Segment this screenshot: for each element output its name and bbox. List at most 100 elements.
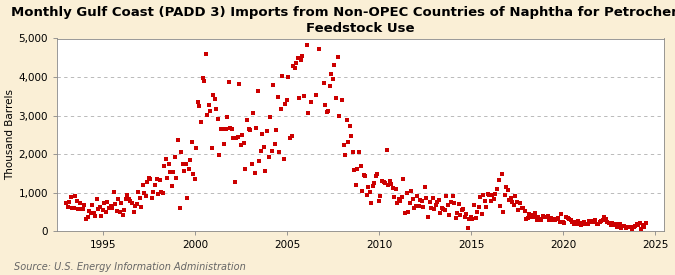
Point [407, 197, 418, 201]
Point [171, 175, 182, 180]
Point [151, 176, 162, 181]
Point [479, 199, 490, 204]
Point [88, 210, 99, 215]
Point [207, 146, 217, 150]
Point [418, 204, 429, 209]
Point [554, 220, 565, 224]
Point [219, 141, 230, 146]
Point [597, 218, 608, 222]
Point [124, 197, 134, 201]
Point [406, 189, 416, 193]
Point [496, 172, 507, 177]
Point [383, 183, 394, 187]
Point [387, 185, 398, 190]
Point [567, 219, 578, 224]
Point [427, 196, 438, 200]
Point [319, 81, 329, 85]
Point [487, 193, 498, 197]
Point [415, 197, 426, 202]
Point [481, 205, 491, 210]
Point [119, 208, 130, 213]
Point [527, 215, 538, 219]
Point [404, 200, 415, 205]
Point [433, 197, 444, 202]
Point [321, 110, 332, 114]
Point [153, 192, 163, 196]
Point [530, 211, 541, 216]
Point [497, 210, 508, 214]
Point [525, 212, 536, 217]
Point [458, 207, 468, 211]
Point [473, 205, 484, 209]
Point [502, 188, 513, 192]
Point [386, 181, 397, 186]
Point [369, 181, 380, 185]
Point [355, 164, 366, 169]
Point [396, 195, 407, 199]
Point [303, 110, 314, 115]
Point [182, 196, 192, 200]
Point [63, 200, 74, 204]
Point [539, 215, 550, 219]
Point [460, 215, 470, 219]
Point [180, 162, 191, 166]
Point [192, 100, 203, 104]
Point [392, 201, 403, 205]
Point [356, 189, 367, 193]
Point [550, 218, 561, 222]
Point [259, 145, 269, 149]
Point [504, 198, 514, 202]
Point [637, 223, 648, 228]
Point [495, 203, 506, 208]
Point [291, 61, 302, 65]
Point [148, 190, 159, 194]
Point [618, 224, 628, 229]
Point [343, 140, 354, 144]
Point [113, 197, 124, 201]
Point [139, 191, 150, 195]
Point [489, 197, 500, 201]
Point [102, 199, 113, 204]
Point [91, 196, 102, 201]
Point [117, 213, 128, 218]
Point [93, 207, 104, 211]
Point [179, 168, 190, 173]
Point [585, 219, 596, 223]
Point [443, 202, 454, 207]
Point [198, 79, 209, 83]
Point [159, 164, 169, 169]
Point [641, 221, 651, 225]
Point [70, 194, 81, 199]
Point [213, 116, 223, 121]
Point [608, 222, 619, 227]
Point [564, 217, 574, 221]
Point [429, 207, 439, 212]
Point [178, 162, 188, 166]
Point [111, 209, 122, 213]
Point [298, 94, 309, 98]
Point [461, 212, 472, 216]
Point [342, 118, 352, 122]
Point [475, 195, 485, 199]
Point [559, 221, 570, 226]
Point [294, 95, 304, 100]
Point [65, 194, 76, 199]
Point [327, 77, 338, 81]
Point [245, 128, 256, 132]
Point [446, 200, 456, 205]
Point [279, 157, 290, 161]
Y-axis label: Thousand Barrels: Thousand Barrels [5, 89, 16, 180]
Point [146, 195, 157, 200]
Point [238, 141, 249, 145]
Point [605, 223, 616, 227]
Point [136, 205, 146, 210]
Point [620, 226, 631, 230]
Point [395, 199, 406, 204]
Point [500, 192, 510, 197]
Point [280, 102, 291, 106]
Point [254, 159, 265, 164]
Point [360, 174, 371, 178]
Point [74, 200, 85, 205]
Point [477, 212, 487, 216]
Point [512, 200, 522, 204]
